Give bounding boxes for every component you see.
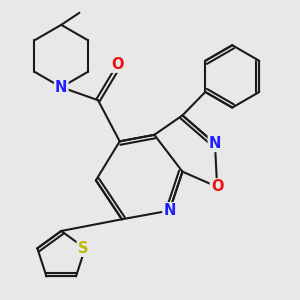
Text: N: N (209, 136, 221, 151)
Text: N: N (55, 80, 68, 95)
Text: O: O (111, 57, 124, 72)
Text: N: N (163, 203, 176, 218)
Text: O: O (211, 179, 224, 194)
Text: S: S (78, 241, 88, 256)
